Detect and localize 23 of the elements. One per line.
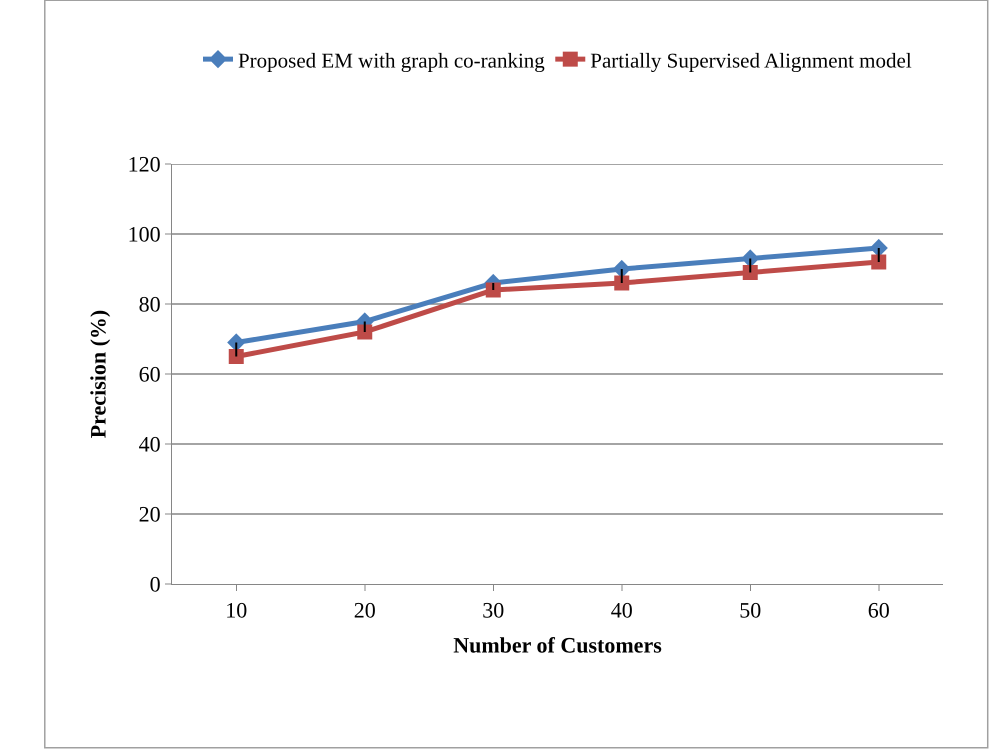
x-tick-label: 10 [225, 597, 248, 622]
y-tick-label: 20 [138, 502, 161, 527]
x-tick-label: 30 [482, 597, 504, 622]
y-tick-label: 80 [138, 292, 161, 317]
point [871, 254, 886, 270]
y-tick-label: 40 [138, 432, 161, 457]
point [742, 265, 758, 280]
x-axis-title: Number of Customers [453, 632, 662, 658]
y-axis-title: Precision (%) [85, 310, 110, 438]
y-tick-label: 100 [128, 222, 161, 247]
point [357, 324, 372, 340]
y-tick-label: 120 [128, 152, 161, 177]
x-tick-label: 50 [739, 597, 762, 622]
x-tick-label: 40 [610, 597, 633, 622]
point [228, 349, 244, 364]
legend-label: Partially Supervised Alignment model [590, 48, 912, 72]
y-tick-label: 60 [138, 362, 161, 387]
point [486, 282, 501, 298]
y-tick-label: 0 [150, 572, 161, 597]
x-tick-label: 60 [868, 597, 890, 622]
legend-label: Proposed EM with graph co-ranking [238, 48, 546, 72]
x-tick-label: 20 [354, 597, 376, 622]
point [614, 276, 630, 290]
